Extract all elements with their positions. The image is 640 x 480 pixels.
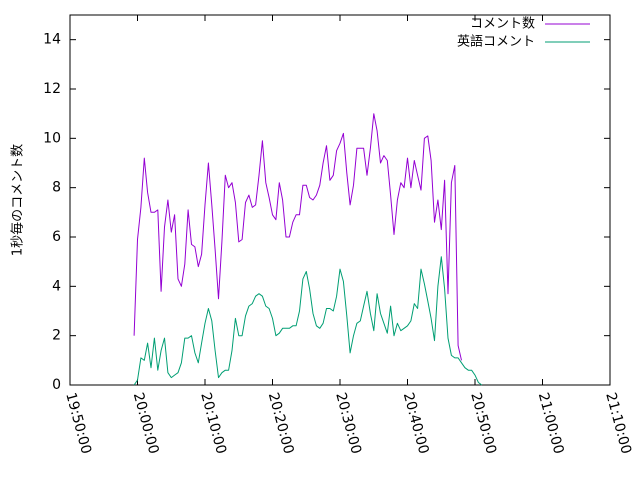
y-tick-label: 6 <box>52 229 61 245</box>
legend-label: コメント数 <box>470 17 535 32</box>
y-axis: 0 2 4 6 8 10 12 14 <box>43 32 610 393</box>
x-tick-label: 20:20:00 <box>265 391 297 456</box>
x-tick-label: 20:00:00 <box>130 391 162 456</box>
x-axis: 19:50:00 20:00:00 20:10:00 20:20:00 20:30:00… <box>62 15 634 456</box>
y-tick-label: 10 <box>43 130 61 146</box>
x-tick-label: 21:00:00 <box>535 391 567 456</box>
y-tick-label: 0 <box>52 377 61 393</box>
x-tick-label: 19:50:00 <box>62 391 94 456</box>
y-tick-label: 12 <box>43 81 61 97</box>
x-tick-label: 20:10:00 <box>197 391 229 456</box>
y-tick-label: 2 <box>52 328 61 344</box>
y-tick-label: 14 <box>43 32 61 48</box>
x-tick-label: 20:40:00 <box>400 391 432 456</box>
y-tick-label: 8 <box>52 180 61 196</box>
series-line <box>133 113 462 361</box>
series-line <box>133 256 483 386</box>
x-tick-label: 21:10:00 <box>602 391 634 456</box>
plot-frame <box>69 14 611 386</box>
series-layer <box>133 113 483 386</box>
x-tick-label: 20:30:00 <box>332 391 364 456</box>
x-tick-label: 20:50:00 <box>467 391 499 456</box>
y-axis-label: 1秒毎のコメント数 <box>10 144 26 256</box>
y-tick-label: 4 <box>52 278 61 294</box>
legend-label: 英語コメント <box>457 34 535 50</box>
